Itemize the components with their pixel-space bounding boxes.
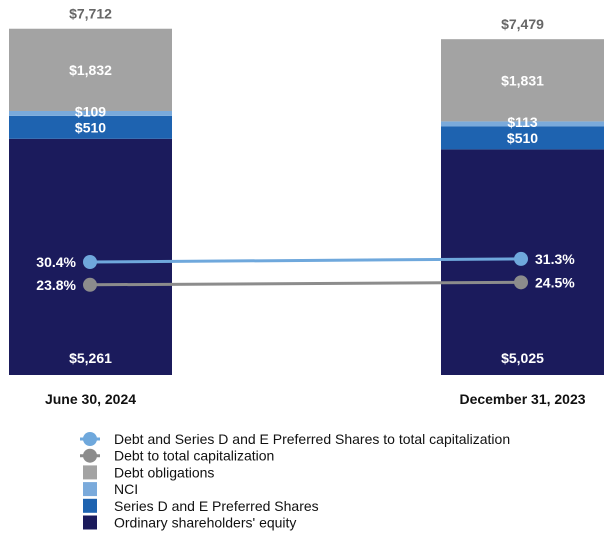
segment-value-label: $510 [75,119,106,135]
legend: Debt and Series D and E Preferred Shares… [80,431,510,531]
legend-marker [83,432,97,446]
legend-box-swatch [83,465,97,480]
segment-value-label: $109 [75,103,106,119]
ratio-line [89,257,522,264]
bar-segment [441,126,604,150]
ratio-point [514,275,528,290]
segment-value-label: $1,832 [69,62,112,78]
category-label: December 31, 2023 [459,391,585,407]
ratio-point [514,251,528,266]
ratio-point [83,255,97,269]
legend-box-swatch [83,482,97,497]
ratio-value-label: 31.3% [535,251,575,267]
category-label: June 30, 2024 [45,391,136,407]
legend-box-swatch [83,515,97,530]
bar-segment [9,110,172,116]
legend-label: Debt obligations [114,464,214,480]
ratio-point [83,277,97,292]
legend-label: Series D and E Preferred Shares [114,498,319,514]
bar-total-label: $7,712 [69,6,112,22]
segment-value-label: $5,025 [501,350,544,366]
segment-value-label: $5,261 [69,350,112,366]
legend-box-swatch [83,498,97,513]
legend-label: Debt and Series D and E Preferred Shares… [114,431,510,447]
segment-value-label: $113 [507,114,538,130]
ratio-value-label: 24.5% [535,274,575,290]
bar-segment [441,39,604,122]
bar-group: $5,261$510$109$1,832$7,712$5,025$510$113… [9,6,604,375]
ratio-value-label: 30.4% [36,254,76,270]
bar-segment [441,121,604,127]
ratio-lines: 30.4% 31.3% 23.8% 24.5% [36,251,575,293]
ratio-value-label: 23.8% [36,277,76,293]
legend-label: Debt to total capitalization [114,448,274,464]
bar-segment [9,28,172,111]
legend-label: NCI [114,481,138,497]
segment-value-label: $510 [507,130,538,146]
ratio-line [89,280,522,287]
segment-value-label: $1,831 [501,72,544,88]
legend-marker [83,448,97,463]
category-labels: June 30, 2024 December 31, 2023 [45,391,586,407]
bar-total-label: $7,479 [501,16,544,32]
bar-segment [9,115,172,139]
legend-label: Ordinary shareholders' equity [114,515,296,531]
